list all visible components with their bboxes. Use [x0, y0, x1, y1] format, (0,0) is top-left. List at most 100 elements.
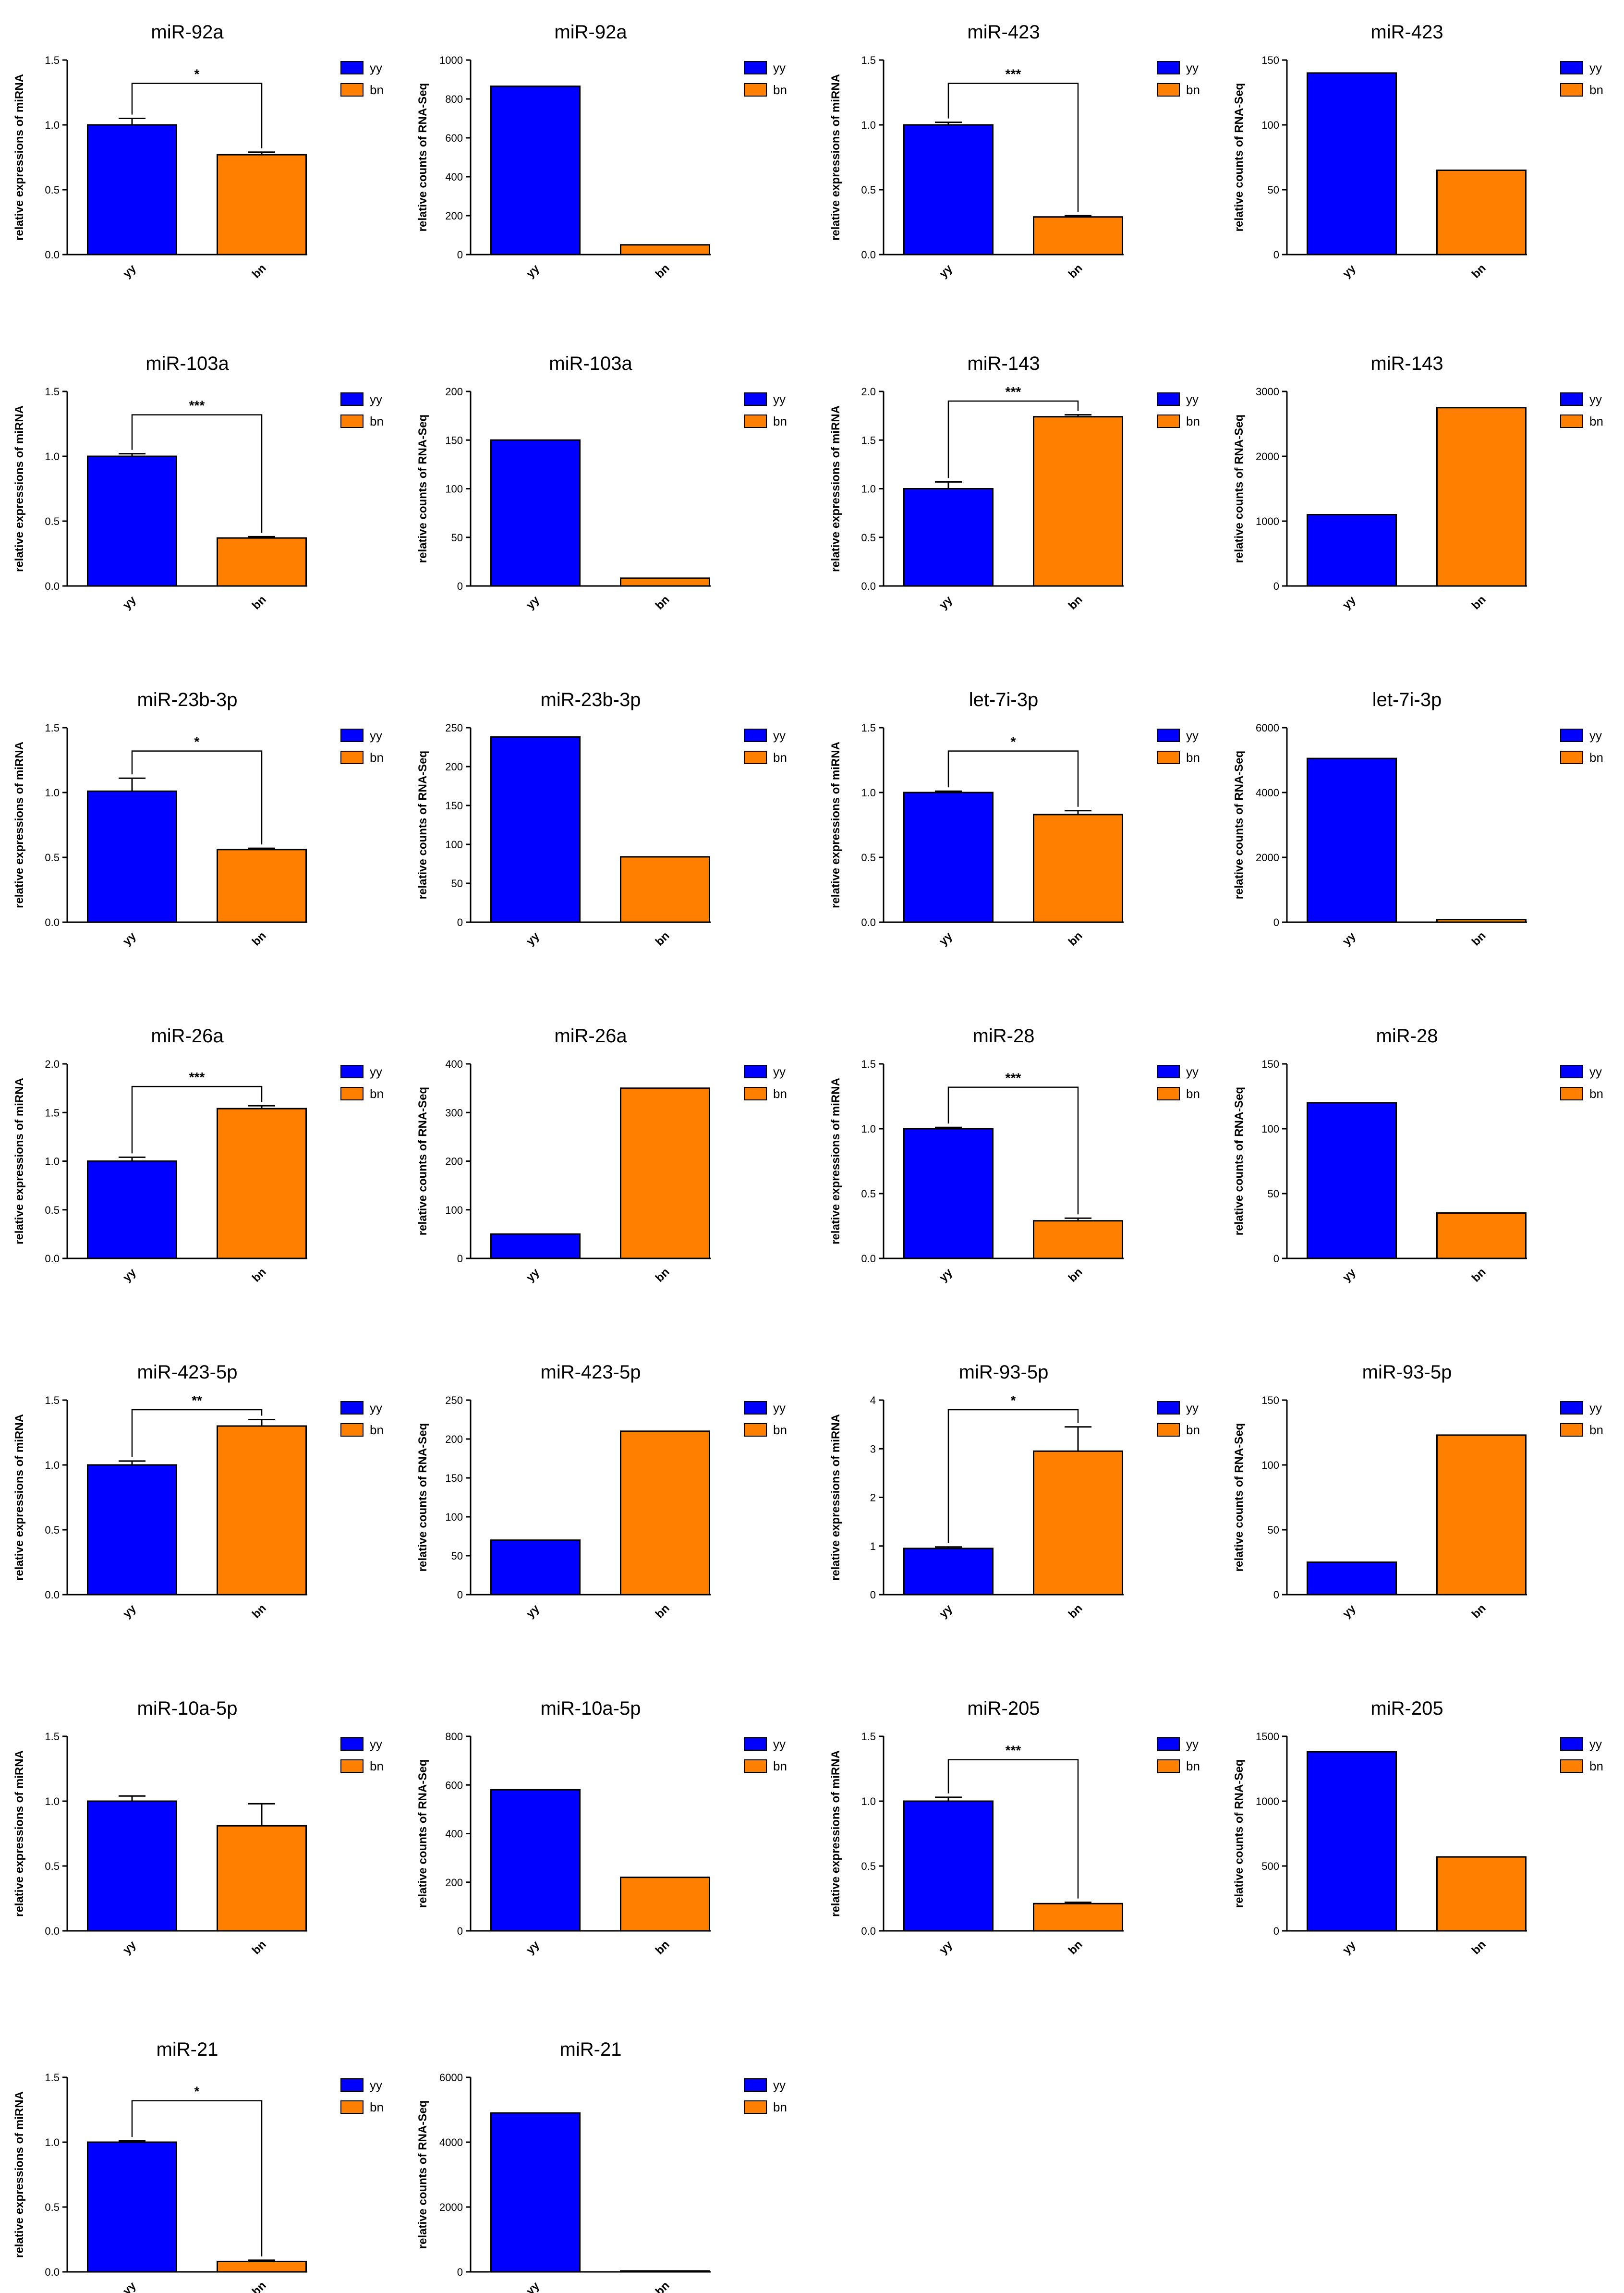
legend-label: yy: [1589, 1737, 1602, 1751]
legend-label: bn: [370, 2100, 384, 2114]
legend-label: bn: [370, 1086, 384, 1101]
y-tick-label: 400: [445, 1828, 463, 1840]
x-tick-label: bn: [653, 1602, 672, 1621]
y-tick-label: 1000: [1256, 515, 1279, 527]
significance-bracket: [131, 2100, 263, 2256]
legend-swatch-bn: [1157, 1759, 1180, 1773]
y-axis-label: relative expressions of miRNA: [829, 1078, 842, 1244]
legend-label: yy: [773, 61, 786, 75]
y-tick-label: 1.5: [45, 54, 60, 66]
chart-panel: miR-205 relative expressions of miRNA 0.0 0…: [829, 1698, 1200, 1957]
chart-panel: miR-143 relative counts of RNA-Seq 0 1000 20…: [1233, 353, 1603, 612]
x-tick-label: yy: [524, 929, 542, 948]
y-axis-label: relative expressions of miRNA: [13, 1750, 26, 1917]
y-axis-label: relative expressions of miRNA: [13, 1078, 26, 1244]
y-tick-label: 1.0: [45, 451, 60, 463]
y-tick-label: 50: [1268, 184, 1279, 196]
y-tick-label: 1.5: [861, 54, 876, 66]
y-axis-label: relative counts of RNA-Seq: [416, 83, 429, 232]
y-tick-label: 1500: [1256, 1731, 1279, 1743]
x-tick-label: yy: [524, 262, 542, 280]
legend-label: bn: [773, 1759, 787, 1773]
y-tick-label: 800: [445, 1731, 463, 1743]
y-tick-label: 0.5: [861, 184, 876, 196]
bar-yy: [903, 1800, 994, 1932]
legend-label: yy: [1186, 1401, 1199, 1415]
bar-yy: [490, 1789, 581, 1932]
x-tick-label: yy: [937, 929, 955, 948]
x-tick-label: yy: [937, 262, 955, 280]
legend-swatch-yy: [340, 729, 364, 742]
y-tick-label: 0.5: [45, 515, 60, 527]
x-tick-label: bn: [1066, 1602, 1085, 1621]
chart-panel: miR-92a relative counts of RNA-Seq 0 200 400…: [416, 22, 787, 281]
legend-swatch-bn: [1157, 415, 1180, 428]
x-tick-label: bn: [250, 2279, 269, 2293]
legend-swatch-bn: [340, 1423, 364, 1437]
y-tick-label: 0.5: [45, 184, 60, 196]
legend-label: bn: [773, 414, 787, 428]
y-axis-label: relative counts of RNA-Seq: [416, 1423, 429, 1572]
chart-panel: miR-92a relative expressions of miRNA 0.0 0…: [13, 22, 384, 281]
chart-panel: miR-10a-5p relative expressions of miRNA 0…: [13, 1698, 384, 1957]
legend-label: bn: [1186, 1086, 1200, 1101]
chart-title: miR-92a: [151, 22, 224, 43]
significance-bracket: [131, 1409, 263, 1457]
legend-label: yy: [370, 1064, 382, 1079]
x-tick-label: bn: [1066, 1266, 1085, 1285]
y-tick-label: 0: [457, 1925, 463, 1937]
bar-yy: [1307, 514, 1397, 587]
y-axis-label: relative counts of RNA-Seq: [1233, 1423, 1246, 1572]
x-tick-label: yy: [1340, 1938, 1358, 1956]
y-tick-label: 0: [457, 2266, 463, 2278]
bar-yy: [490, 1233, 581, 1259]
chart-panel: miR-143 relative expressions of miRNA 0.0 0…: [829, 353, 1200, 612]
y-tick-label: 150: [445, 434, 463, 446]
y-tick-label: 600: [445, 132, 463, 144]
y-tick-label: 2000: [439, 2201, 463, 2213]
legend-label: bn: [773, 750, 787, 765]
y-tick-label: 0: [457, 249, 463, 261]
y-axis-label: relative expressions of miRNA: [13, 2091, 26, 2258]
x-tick-label: yy: [121, 1938, 139, 1956]
y-tick-label: 0.0: [45, 1253, 60, 1265]
y-tick-label: 300: [445, 1107, 463, 1119]
y-tick-label: 1.5: [45, 386, 60, 398]
y-axis-label: relative expressions of miRNA: [13, 742, 26, 908]
bar-yy: [903, 1128, 994, 1259]
legend-label: bn: [1589, 1759, 1603, 1773]
bar-bn: [620, 1877, 710, 1932]
legend-swatch-yy: [1560, 729, 1583, 742]
significance-bracket: [947, 83, 1079, 212]
y-tick-label: 1.0: [861, 483, 876, 495]
x-tick-label: bn: [653, 262, 672, 281]
x-tick-label: yy: [121, 593, 139, 611]
y-tick-label: 0: [1273, 1253, 1279, 1265]
legend-swatch-bn: [744, 751, 767, 764]
y-tick-label: 150: [1261, 54, 1279, 66]
chart-title: let-7i-3p: [969, 689, 1039, 710]
y-tick-label: 1.5: [45, 1731, 60, 1743]
legend-label: bn: [1186, 1759, 1200, 1773]
y-tick-label: 4000: [1256, 787, 1279, 799]
legend-label: bn: [370, 750, 384, 765]
significance-label: *: [1011, 1393, 1016, 1408]
legend-label: yy: [773, 1401, 786, 1415]
legend-swatch-yy: [1560, 1401, 1583, 1415]
y-tick-label: 2000: [1256, 451, 1279, 463]
chart-panel: miR-10a-5p relative counts of RNA-Seq 0 200…: [416, 1698, 787, 1957]
x-tick-label: yy: [121, 262, 139, 280]
chart-title: miR-28: [1376, 1025, 1438, 1047]
chart-title: let-7i-3p: [1372, 689, 1442, 710]
legend-label: yy: [773, 1064, 786, 1079]
chart-title: miR-26a: [554, 1025, 627, 1047]
legend-label: bn: [1589, 1423, 1603, 1437]
legend-label: bn: [1589, 414, 1603, 428]
chart-panel: miR-21 relative counts of RNA-Seq 0 2000 400…: [416, 2039, 787, 2293]
significance-bracket: [947, 1086, 1079, 1215]
chart-title: miR-205: [1370, 1698, 1443, 1719]
significance-label: **: [192, 1393, 202, 1408]
legend-swatch-bn: [340, 751, 364, 764]
chart-title: miR-93-5p: [1362, 1362, 1452, 1383]
